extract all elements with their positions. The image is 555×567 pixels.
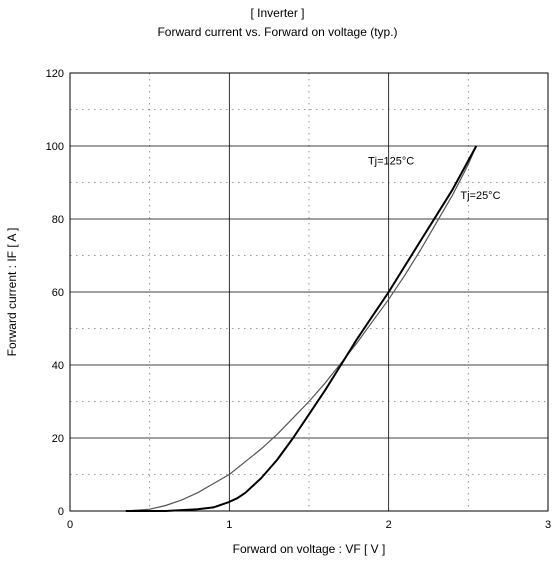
- series-line-tj25: [125, 145, 478, 512]
- plot-frame: [69, 72, 549, 512]
- y-tick-label: 100: [46, 141, 64, 153]
- y-tick-label: 0: [58, 506, 64, 518]
- curve-label: Tj=125°C: [368, 155, 414, 167]
- series-layer: [125, 145, 478, 512]
- chart-subtitle: Forward current vs. Forward on voltage (…: [157, 25, 398, 39]
- major-grid: [70, 73, 548, 511]
- x-tick-label: 0: [67, 519, 73, 531]
- y-tick-label: 40: [52, 360, 64, 372]
- series-line-tj125: [125, 145, 477, 512]
- y-tick-label: 120: [46, 68, 64, 80]
- chart-title-block: [ Inverter ] Forward current vs. Forward…: [0, 4, 555, 42]
- y-tick-label: 80: [52, 214, 64, 226]
- x-tick-label: 3: [545, 519, 551, 531]
- annotation-layer: Tj=125°C Tj=25°C: [368, 155, 501, 202]
- y-axis-label: Forward current : IF [ A ]: [5, 228, 19, 357]
- x-tick-label: 2: [386, 519, 392, 531]
- axis-ticks: 0 1 2 3 0 20 40 60 80 100 120: [46, 68, 551, 531]
- x-tick-label: 1: [226, 519, 232, 531]
- y-tick-label: 60: [52, 287, 64, 299]
- y-tick-label: 20: [52, 433, 64, 445]
- curve-label: Tj=25°C: [460, 190, 500, 202]
- x-axis-label: Forward on voltage : VF [ V ]: [233, 542, 386, 556]
- chart-title: [ Inverter ]: [250, 6, 305, 20]
